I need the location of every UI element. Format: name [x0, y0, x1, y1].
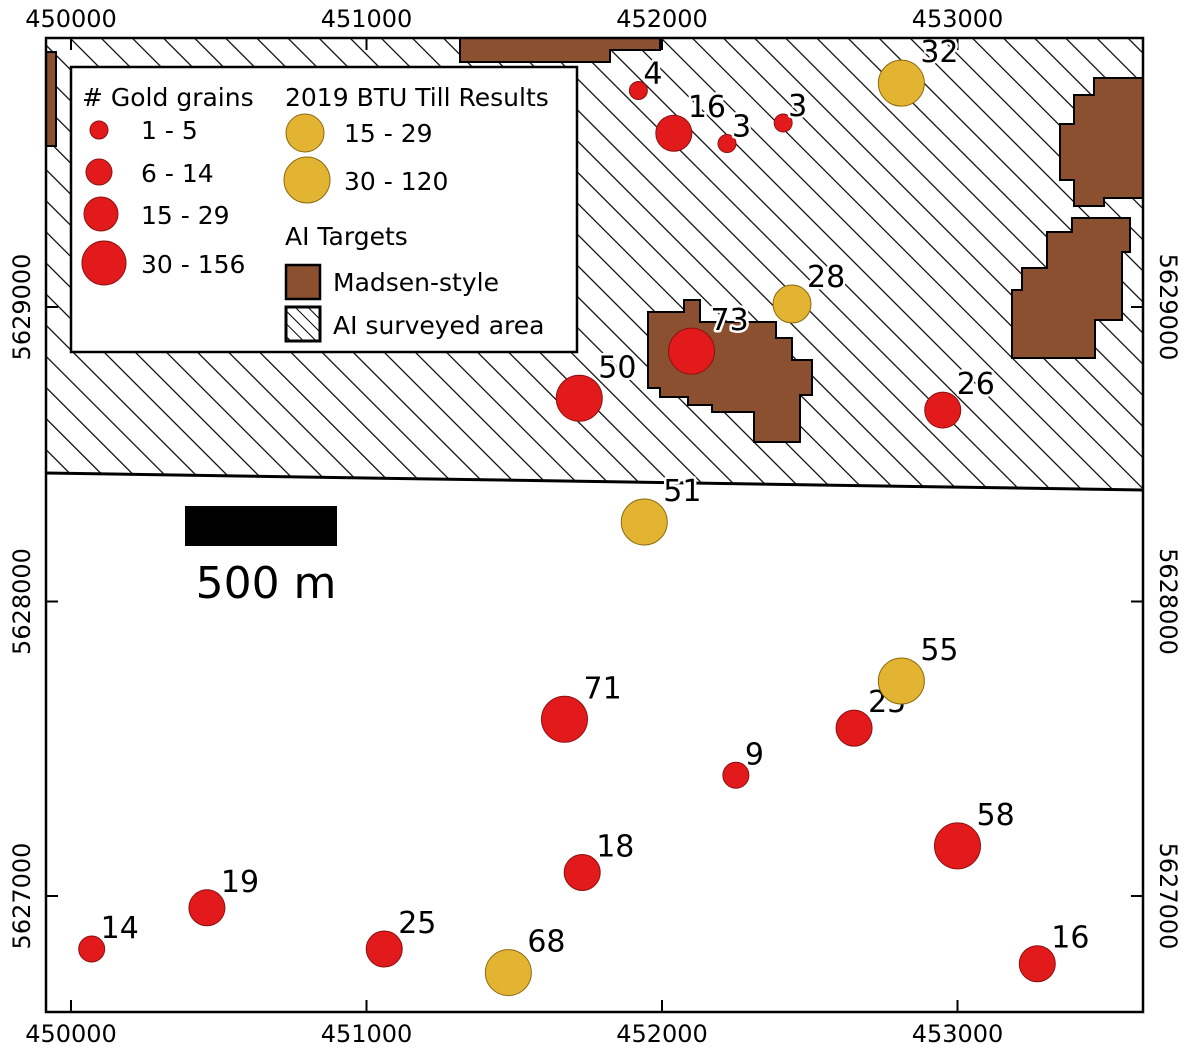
gold-grain-sample-point — [1018, 945, 1056, 983]
madsen-targets — [46, 38, 1143, 443]
gold-grains-class-label: 15 - 29 — [141, 201, 230, 230]
madsen-target-polygon — [459, 38, 661, 63]
gold-grain-sample-point — [717, 134, 737, 154]
gold-grains-legend-title: # Gold grains — [82, 83, 254, 112]
scale-bar-label: 500 m — [196, 558, 337, 609]
x-tick-label: 453000 — [912, 5, 1004, 33]
till-count-label: 32 — [920, 35, 958, 70]
madsen-style-legend-label: Madsen-style — [333, 268, 499, 297]
till-class-label: 30 - 120 — [344, 167, 448, 196]
ai-targets-legend-title: AI Targets — [285, 222, 408, 251]
x-tick-label: 450000 — [25, 5, 117, 33]
legend: # Gold grains 1 - 5 6 - 14 15 - 29 30 - … — [69, 65, 579, 354]
y-tick-label: 5629000 — [8, 254, 36, 361]
gold-grain-sample-point — [628, 81, 648, 101]
y-tick-label: 5627000 — [8, 843, 36, 950]
gold-grains-class-label: 6 - 14 — [141, 159, 214, 188]
till-count-label: 68 — [527, 925, 565, 960]
gold-grain-count-label: 25 — [398, 906, 436, 941]
gold-grain-sample-point — [563, 853, 601, 891]
till-sample-point — [620, 498, 668, 546]
gold-grain-sample-point — [365, 930, 403, 968]
gold-grain-sample-point — [655, 114, 693, 152]
surveyed-area-legend-label: AI surveyed area — [333, 311, 545, 340]
gold-grain-count-label: 26 — [957, 367, 995, 402]
map-frame — [44, 36, 1145, 1014]
gold-grains-legend-symbol — [89, 120, 109, 140]
gold-grain-count-label: 14 — [101, 911, 139, 946]
gold-grain-count-label: 3 — [788, 89, 807, 124]
madsen-target-polygon — [1011, 217, 1131, 359]
gold-grain-count-label: 50 — [598, 350, 636, 385]
gold-grain-sample-point — [835, 709, 873, 747]
till-sample-point — [877, 657, 925, 705]
till-count-label: 51 — [663, 474, 701, 509]
gold-grain-count-label: 18 — [596, 829, 634, 864]
till-results-legend-symbol — [283, 156, 331, 204]
till-count-label: 55 — [920, 633, 958, 668]
x-tick-label: 452000 — [616, 5, 708, 33]
gold-grain-count-label: 16 — [1051, 921, 1089, 956]
gold-grain-sample-point — [773, 113, 793, 133]
x-axis-labels-bottom: 450000 451000 452000 453000 — [25, 1020, 1003, 1048]
gold-grain-sample-point — [924, 391, 962, 429]
tick-marks — [46, 38, 1143, 1012]
gold-grain-count-label: 73 — [711, 303, 749, 338]
till-sample-point — [877, 59, 925, 107]
y-axis-labels-right: 5627000 5628000 5629000 — [1154, 254, 1182, 950]
x-axis-labels-top: 450000 451000 452000 453000 — [25, 5, 1003, 33]
scale-bar — [185, 506, 337, 546]
x-tick-label: 451000 — [321, 5, 413, 33]
y-tick-label: 5629000 — [1154, 254, 1182, 361]
till-class-label: 15 - 29 — [344, 119, 433, 148]
x-tick-label: 451000 — [321, 1020, 413, 1048]
legend-box — [69, 65, 579, 354]
x-tick-label: 452000 — [616, 1020, 708, 1048]
till-sample-point — [772, 284, 812, 324]
y-tick-label: 5628000 — [8, 548, 36, 655]
surveyed-area-boundary — [46, 471, 1143, 492]
gold-grain-count-label: 16 — [688, 90, 726, 125]
gold-grain-count-label: 58 — [977, 798, 1015, 833]
gold-grain-count-label: 4 — [643, 57, 662, 92]
gold-grains-legend-symbol — [83, 196, 119, 232]
gold-grains-class-label: 30 - 156 — [141, 250, 245, 279]
y-tick-label: 5628000 — [1154, 548, 1182, 655]
gold-grains-legend-symbol — [81, 240, 127, 286]
gold-grain-count-label: 19 — [221, 865, 259, 900]
till-sample-point — [484, 949, 532, 997]
gold-grain-sample-point — [668, 327, 716, 375]
till-results-legend-title: 2019 BTU Till Results — [285, 83, 549, 112]
gold-grains-class-label: 1 - 5 — [141, 116, 198, 145]
till-count-label: 28 — [807, 260, 845, 295]
gold-grain-count-label: 9 — [745, 737, 764, 772]
surveyed-area-legend-swatch — [284, 305, 322, 343]
gold-grain-sample-point — [934, 822, 981, 870]
x-tick-label: 453000 — [912, 1020, 1004, 1048]
till-results-legend-symbol — [285, 113, 325, 153]
gold-grains-legend-symbol — [85, 158, 113, 186]
gold-grain-sample-point — [722, 761, 750, 789]
madsen-style-legend-swatch — [284, 263, 322, 301]
y-tick-label: 5627000 — [1154, 843, 1182, 950]
x-tick-label: 450000 — [25, 1020, 117, 1048]
gold-grain-sample-point — [555, 374, 603, 422]
gold-grain-count-label: 3 — [732, 110, 751, 145]
madsen-target-polygon — [46, 51, 57, 147]
gold-grain-sample-point — [188, 889, 226, 927]
madsen-target-polygon — [1059, 77, 1143, 207]
gold-grain-sample-point — [540, 695, 588, 743]
y-axis-labels-left: 5627000 5628000 5629000 — [8, 254, 36, 950]
gold-grain-sample-point — [78, 935, 106, 963]
gold-grain-count-label: 71 — [583, 671, 621, 706]
